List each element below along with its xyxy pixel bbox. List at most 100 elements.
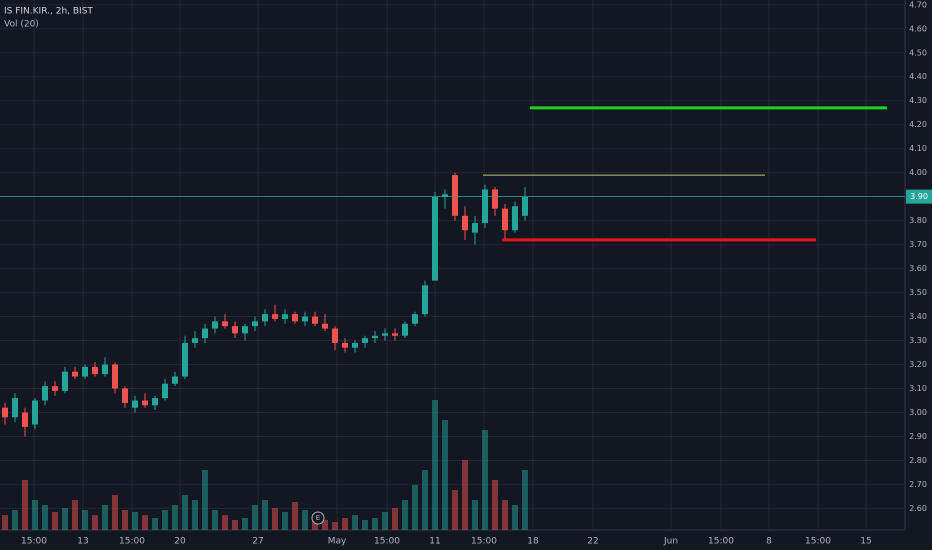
x-tick-label: 27 [252, 537, 263, 547]
candle-body [32, 400, 38, 425]
candle-body [392, 333, 398, 336]
volume-bar [222, 515, 228, 530]
candle-body [142, 400, 148, 406]
volume-bar [182, 495, 188, 530]
plot [0, 106, 905, 437]
y-tick-label: 4.70 [909, 0, 927, 9]
candle-body [462, 215, 468, 231]
volume-bar [112, 495, 118, 530]
y-tick-label: 2.70 [909, 480, 927, 489]
y-tick-label: 3.60 [909, 264, 927, 273]
candle-body [302, 316, 308, 322]
last-price-label: 3.90 [910, 192, 928, 201]
symbol-legend: IS FIN.KIR., 2h, BIST [4, 7, 93, 17]
y-tick-label: 2.90 [909, 432, 927, 441]
volume-bar [352, 515, 358, 530]
candle-body [382, 333, 388, 336]
volume-bar [412, 485, 418, 530]
candle-body [422, 285, 428, 315]
candle-body [122, 388, 128, 403]
candle-body [252, 321, 258, 327]
volume-bar [152, 518, 158, 530]
x-tick-label: Jun [663, 537, 678, 547]
volume-bar [132, 512, 138, 530]
volume-bar [502, 500, 508, 530]
candle-body [262, 314, 268, 322]
volume-pane [2, 400, 528, 530]
volume-bar [102, 505, 108, 530]
candle-body [342, 342, 348, 348]
y-tick-label: 4.50 [909, 48, 927, 57]
volume-bar [2, 515, 8, 530]
volume-bar [22, 480, 28, 530]
candle-body [62, 371, 68, 391]
y-tick-label: 2.60 [909, 504, 927, 513]
x-tick-label: 15 [860, 537, 871, 547]
volume-bar [262, 500, 268, 530]
volume-bar [192, 500, 198, 530]
candle-body [172, 376, 178, 384]
candle-body [22, 412, 28, 427]
candle-body [202, 328, 208, 339]
candle-body [352, 342, 358, 348]
volume-bar [492, 480, 498, 530]
y-tick-label: 3.40 [909, 312, 927, 321]
y-tick-label: 3.80 [909, 216, 927, 225]
axes: 4.70 4.60 4.50 4.40 4.30 4.20 4.10 4.00 3.90 3.80… [21, 0, 932, 547]
y-tick-label: 3.70 [909, 240, 927, 249]
volume-bar [462, 460, 468, 530]
volume-bar [282, 512, 288, 530]
y-tick-label: 3.20 [909, 360, 927, 369]
candle-body [82, 366, 88, 377]
volume-bar [62, 508, 68, 530]
volume-bar [242, 518, 248, 530]
candle-body [102, 364, 108, 375]
volume-bar [212, 510, 218, 530]
volume-bar [332, 522, 338, 530]
candle-body [292, 314, 298, 322]
candle-body [522, 196, 528, 216]
x-tick-label: 13 [77, 537, 88, 547]
volume-bar [142, 515, 148, 530]
event-label: E [316, 514, 320, 522]
x-tick-label: 8 [766, 537, 772, 547]
y-tick-label: 3.50 [909, 288, 927, 297]
candle-body [282, 314, 288, 319]
x-tick-label: May [328, 537, 347, 547]
candle-body [42, 386, 48, 401]
y-tick-label: 3.30 [909, 336, 927, 345]
y-tick-label: 4.30 [909, 96, 927, 105]
candle-body [212, 321, 218, 329]
candle-body [482, 189, 488, 224]
candle-body [512, 206, 518, 231]
candle-body [12, 398, 18, 418]
x-tick-label: 15:00 [119, 537, 145, 547]
candle-body [362, 338, 368, 343]
candle-body [322, 323, 328, 329]
x-tick-label: 18 [527, 537, 539, 547]
volume-bar [12, 510, 18, 530]
x-tick-label: 22 [587, 537, 598, 547]
candle-body [2, 407, 8, 418]
y-tick-label: 2.80 [909, 456, 927, 465]
volume-bar [522, 470, 528, 530]
candle-body [182, 342, 188, 377]
volume-bar [322, 520, 328, 530]
volume-bar [512, 505, 518, 530]
volume-bar [392, 508, 398, 530]
x-tick-label: 15:00 [374, 537, 400, 547]
x-tick-label: 15:00 [21, 537, 47, 547]
volume-bar [172, 505, 178, 530]
y-tick-label: 4.20 [909, 120, 927, 129]
y-tick-label: 3.00 [909, 408, 927, 417]
volume-bar [432, 400, 438, 530]
candle-body [372, 335, 378, 339]
candle-body [492, 189, 498, 209]
volume-bar [402, 500, 408, 530]
candle-body [412, 314, 418, 324]
volume-bar [32, 500, 38, 530]
candle-body [332, 328, 338, 343]
volume-bar [302, 510, 308, 530]
